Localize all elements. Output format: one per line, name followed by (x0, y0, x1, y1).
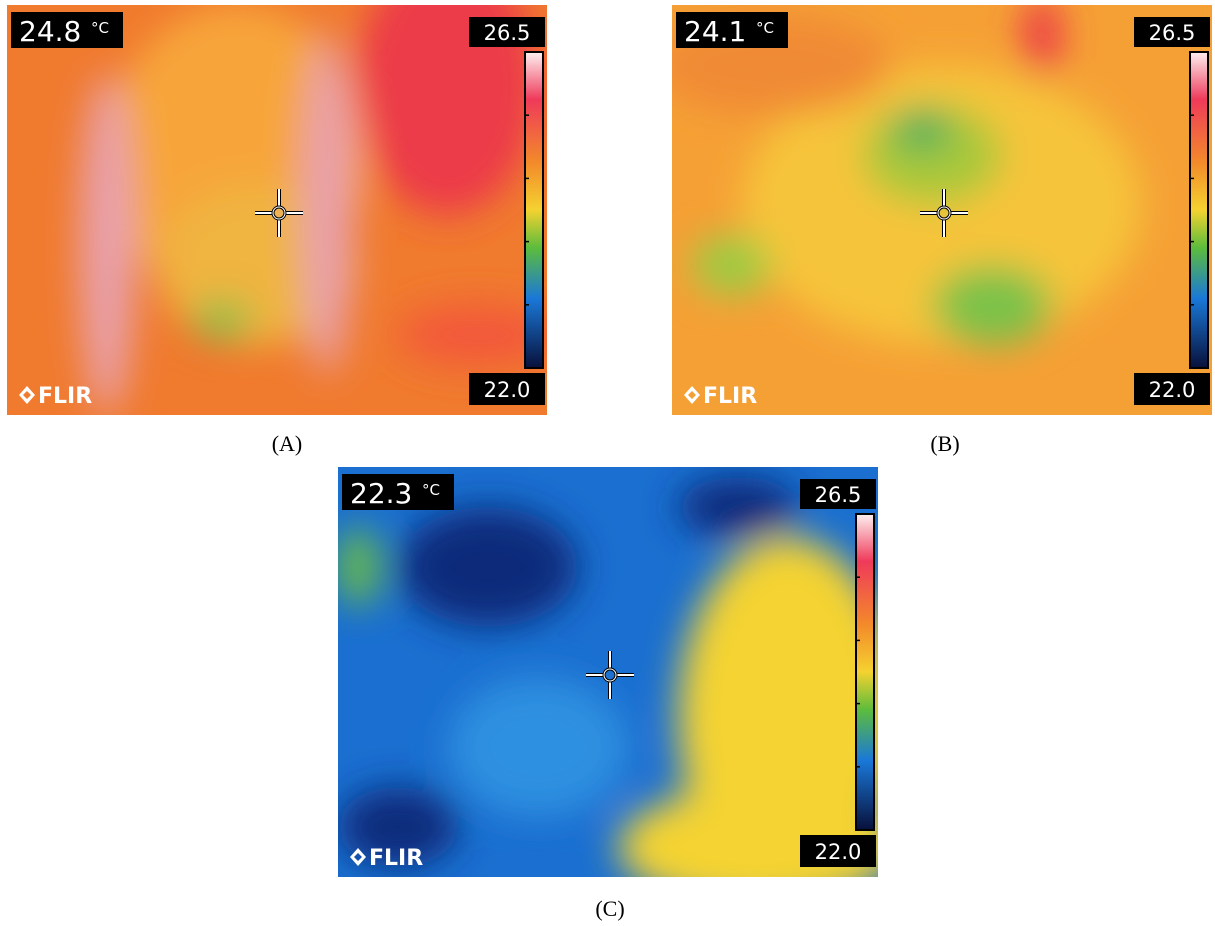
heat-region (79, 75, 135, 415)
scale-min: 22.0 (1149, 378, 1196, 402)
thermal-image: 24.1 °C 26.5 22.0 FLIR (672, 5, 1212, 415)
spot-unit: °C (422, 481, 440, 499)
heat-region (678, 477, 798, 537)
colorbar (856, 514, 874, 830)
spot-unit: °C (91, 19, 109, 37)
heat-region (338, 527, 378, 607)
scale-max: 26.5 (484, 21, 531, 45)
thermal-svg: 24.8 °C 26.5 22.0 FLIR (7, 5, 547, 415)
heat-region (301, 35, 353, 375)
spot-temp: 22.3 (350, 477, 412, 510)
colorbar (1190, 52, 1208, 368)
heat-region (192, 300, 252, 340)
heat-region (448, 677, 628, 817)
scale-max: 26.5 (1149, 21, 1196, 45)
spot-unit: °C (756, 19, 774, 37)
heat-region (398, 507, 578, 627)
caption: (C) (570, 896, 650, 922)
heat-region (692, 235, 772, 295)
scale-max: 26.5 (815, 483, 862, 507)
figure: 24.8 °C 26.5 22.0 FLIR (A) 24.1 °C 26.5 22.0 FLIR… (0, 0, 1215, 926)
brand: FLIR (38, 384, 92, 409)
spot-temp: 24.1 (684, 15, 746, 48)
thermal-svg: 24.1 °C 26.5 22.0 FLIR (672, 5, 1212, 415)
spot-temp: 24.8 (19, 15, 81, 48)
caption: (A) (247, 431, 327, 457)
thermal-image: 22.3 °C 26.5 22.0 FLIR (338, 467, 878, 877)
brand: FLIR (369, 846, 423, 871)
colorbar (525, 52, 543, 368)
thermal-svg: 22.3 °C 26.5 22.0 FLIR (338, 467, 878, 877)
brand: FLIR (703, 384, 757, 409)
heat-region (932, 265, 1052, 345)
scale-min: 22.0 (815, 840, 862, 864)
scale-min: 22.0 (484, 378, 531, 402)
thermal-image: 24.8 °C 26.5 22.0 FLIR (7, 5, 547, 415)
heat-region (892, 110, 952, 150)
caption: (B) (905, 431, 985, 457)
